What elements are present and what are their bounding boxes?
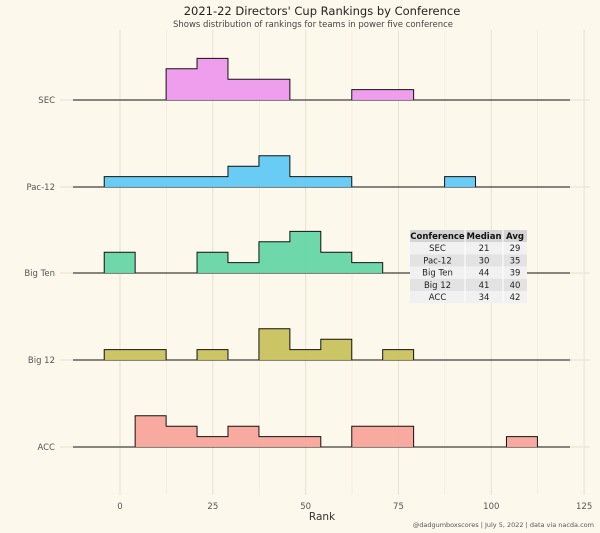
table-cell: ACC	[429, 293, 447, 303]
x-tick-label: 100	[483, 502, 499, 512]
ridge-area	[75, 415, 569, 447]
x-tick-label: 50	[300, 502, 311, 512]
y-tick-label: Big 12	[28, 356, 55, 366]
ridge-area	[75, 328, 569, 360]
table-row-bg	[410, 230, 527, 243]
ridge-outline	[75, 57, 569, 101]
table-row-bg	[410, 291, 527, 304]
chart-subtitle: Shows distribution of rankings for teams…	[173, 20, 453, 30]
table-cell: 42	[510, 293, 521, 303]
table-cell: 35	[510, 256, 521, 266]
table-row-bg	[410, 278, 527, 291]
table-header-cell: Median	[466, 232, 501, 242]
table-cell: 39	[510, 269, 521, 279]
table-cell: SEC	[429, 244, 446, 254]
table-row: SEC 21 29	[410, 242, 527, 255]
x-axis-title: Rank	[309, 511, 336, 523]
table-cell: 34	[479, 293, 490, 303]
table-cell: 44	[479, 269, 490, 279]
chart-title: 2021-22 Directors' Cup Rankings by Confe…	[184, 4, 461, 18]
y-tick-label: Pac-12	[26, 183, 55, 193]
table-header-cell: Avg	[506, 232, 524, 242]
axes: 0 25 50 75 100 125	[117, 502, 592, 512]
table-row-bg	[410, 254, 527, 267]
table-cell: Big Ten	[422, 269, 453, 279]
ridge-pac-12: Pac-12	[26, 155, 570, 193]
x-tick-label: 25	[207, 502, 218, 512]
ridge-acc: ACC	[37, 415, 570, 453]
table-cell: 21	[479, 244, 490, 254]
table-cell: Pac-12	[423, 256, 452, 266]
table-row: Big 12 41 40	[410, 278, 527, 291]
x-tick-label: 0	[117, 502, 122, 512]
ridge-big-12: Big 12	[28, 328, 570, 366]
x-tick-label: 125	[576, 502, 592, 512]
y-tick-label: SEC	[38, 96, 55, 106]
ridge-outline	[75, 415, 569, 448]
ridge-area	[75, 58, 569, 100]
ridge-outline	[75, 155, 569, 188]
table-header-cell: Conference	[410, 232, 465, 242]
ridge-area	[75, 155, 569, 187]
y-tick-label: ACC	[37, 443, 55, 453]
table-row-bg	[410, 266, 527, 279]
ridge-outline	[75, 328, 569, 361]
table-cell: 41	[479, 281, 490, 291]
table-header: Conference Median Avg	[410, 230, 527, 243]
chart-caption: @dadgumboxscores | July 5, 2022 | data v…	[413, 521, 594, 529]
x-tick-label: 75	[393, 502, 404, 512]
ridge-sec: SEC	[38, 57, 570, 106]
table-row: Pac-12 30 35	[410, 254, 527, 267]
y-tick-label: Big Ten	[24, 269, 55, 279]
table-row: Big Ten 44 39	[410, 266, 527, 279]
table-row: ACC 34 42	[410, 291, 527, 304]
table-cell: 29	[510, 244, 521, 254]
table-cell: 30	[479, 256, 490, 266]
table-cell: 40	[510, 281, 521, 291]
table-cell: Big 12	[424, 281, 451, 291]
table-row-bg	[410, 242, 527, 255]
